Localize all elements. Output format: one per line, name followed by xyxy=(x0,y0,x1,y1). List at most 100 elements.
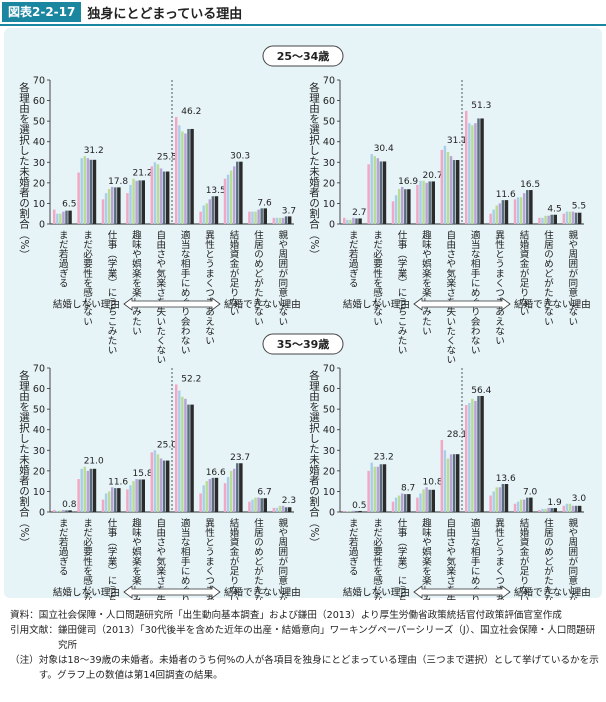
data-label: 23.2 xyxy=(374,453,394,463)
bar-previous-survey xyxy=(135,180,138,224)
bar-previous-survey xyxy=(404,189,407,224)
bar-14th-survey xyxy=(287,216,292,224)
bar-previous-survey xyxy=(257,209,260,224)
group-label-not-marry: 結婚しない理由 xyxy=(53,299,120,311)
category-label: 結婚資金が足りない xyxy=(518,517,530,600)
bar-previous-survey xyxy=(254,497,257,512)
figure-title: 独身にとどまっている理由 xyxy=(87,6,243,22)
bar-previous-survey xyxy=(202,205,205,224)
bar-previous-survey xyxy=(443,450,447,512)
bar-previous-survey xyxy=(422,489,425,512)
note-remark-text: 対象は18〜39歳の未婚者。未婚者のうち何%の人が各項目を独身にとどまっている理… xyxy=(38,655,599,681)
y-tick-label: 50 xyxy=(33,117,45,128)
bar-previous-survey xyxy=(452,160,456,224)
bar-previous-survey xyxy=(449,454,453,512)
y-tick-label: 30 xyxy=(323,158,335,169)
category-label: 住居のめどがたたない xyxy=(542,517,554,600)
bar-14th-survey xyxy=(577,212,582,224)
category-label: 仕事（学業）にうちこみたい xyxy=(106,229,118,354)
bar-14th-survey xyxy=(553,214,557,224)
bar-previous-survey xyxy=(59,213,62,224)
data-label: 3.0 xyxy=(572,494,587,504)
bar-previous-survey xyxy=(397,495,401,512)
data-label: 28.1 xyxy=(447,430,467,440)
y-tick-label: 10 xyxy=(323,199,335,210)
bar-previous-survey xyxy=(513,199,517,224)
bar-previous-survey xyxy=(574,212,578,224)
bar-previous-survey xyxy=(379,464,383,512)
note-source-key: 資料： xyxy=(10,610,39,621)
bar-previous-survey xyxy=(370,462,373,512)
bar-14th-survey xyxy=(92,468,97,512)
bar-previous-survey xyxy=(184,398,187,512)
y-tick-label: 20 xyxy=(33,466,45,477)
group-label-not-marry: 結婚しない理由 xyxy=(343,299,410,311)
category-bars: 4.5 住居のめどがたたない xyxy=(538,205,562,326)
bar-previous-survey xyxy=(126,489,129,512)
y-tick-label: 50 xyxy=(33,405,45,416)
bar-14th-survey xyxy=(577,505,582,512)
bar-previous-survey xyxy=(355,218,358,224)
bar-previous-survey xyxy=(129,485,132,512)
note-reference-key: 引用文献： xyxy=(10,625,58,636)
bar-previous-survey xyxy=(428,181,431,224)
bar-previous-survey xyxy=(471,125,474,224)
category-bars: 56.4 適当な相手にめぐり会わない xyxy=(465,386,492,600)
bar-previous-survey xyxy=(571,211,575,224)
category-label: 親や周囲が同意しない xyxy=(276,517,288,600)
bar-previous-survey xyxy=(416,184,419,224)
bar-previous-survey xyxy=(373,466,376,512)
bar-previous-survey xyxy=(184,133,187,224)
category-label: 趣味や娯楽を楽しみたい xyxy=(130,229,142,335)
data-label: 21.0 xyxy=(84,457,104,467)
bar-chart: 各理由を選択した未婚者の割合（%） 0 10 20 30 40 50 60 70 2.7 まだ若過ぎ… xyxy=(308,76,591,365)
bar-previous-survey xyxy=(571,505,575,512)
double-arrow-shape xyxy=(123,585,221,599)
bar-previous-survey xyxy=(498,203,502,224)
data-label: 30.4 xyxy=(374,144,394,154)
bar-previous-survey xyxy=(126,193,129,224)
category-label: 趣味や娯楽を楽しみたい xyxy=(130,517,142,600)
bar-previous-survey xyxy=(272,507,276,512)
bar-14th-survey xyxy=(455,160,460,224)
category-label: まだ若過ぎる xyxy=(57,230,69,288)
bar-previous-survey xyxy=(83,156,86,224)
bar-previous-survey xyxy=(53,209,56,224)
group-label-cannot-marry: 結婚できない理由 xyxy=(224,299,301,311)
bar-previous-survey xyxy=(101,499,105,512)
bar-previous-survey xyxy=(550,508,553,512)
bar-previous-survey xyxy=(138,479,141,512)
bar-previous-survey xyxy=(468,123,471,224)
bar-previous-survey xyxy=(401,493,404,512)
bar-previous-survey xyxy=(233,468,236,512)
bar-previous-survey xyxy=(452,454,456,512)
y-tick-label: 70 xyxy=(33,76,45,87)
bar-previous-survey xyxy=(465,405,468,512)
y-tick-label: 10 xyxy=(33,199,45,210)
bar-previous-survey xyxy=(278,505,282,512)
category-bars: 15.8 趣味や娯楽を楽しみたい xyxy=(126,469,153,600)
bar-14th-survey xyxy=(358,510,362,512)
bar-previous-survey xyxy=(257,497,260,512)
bar-previous-survey xyxy=(404,494,407,512)
bar-previous-survey xyxy=(150,452,154,512)
y-tick-label: 60 xyxy=(33,384,45,395)
bar-14th-survey xyxy=(431,181,435,224)
note-reference: 引用文献： 鎌田健司（2013）「30代後半を含めた近年の出産・結婚意向」ワーキ… xyxy=(10,623,600,653)
y-tick-label: 60 xyxy=(323,384,335,395)
bar-previous-survey xyxy=(62,509,65,512)
bar-previous-survey xyxy=(346,511,349,512)
bar-14th-survey xyxy=(239,161,243,224)
data-label: 25.0 xyxy=(157,440,177,450)
data-label: 17.8 xyxy=(108,177,128,187)
category-bars: 13.6 異性とうまくつきあえない xyxy=(489,474,516,600)
bar-14th-survey xyxy=(263,208,267,224)
bar-previous-survey xyxy=(489,213,492,224)
bar-14th-survey xyxy=(141,180,145,224)
bar-previous-survey xyxy=(80,468,83,512)
bar-previous-survey xyxy=(153,450,157,512)
bar-14th-survey xyxy=(165,460,170,512)
group-arrow: 結婚しない理由 結婚できない理由 xyxy=(53,297,301,311)
category-label: 異性とうまくつきあえない xyxy=(203,230,215,345)
